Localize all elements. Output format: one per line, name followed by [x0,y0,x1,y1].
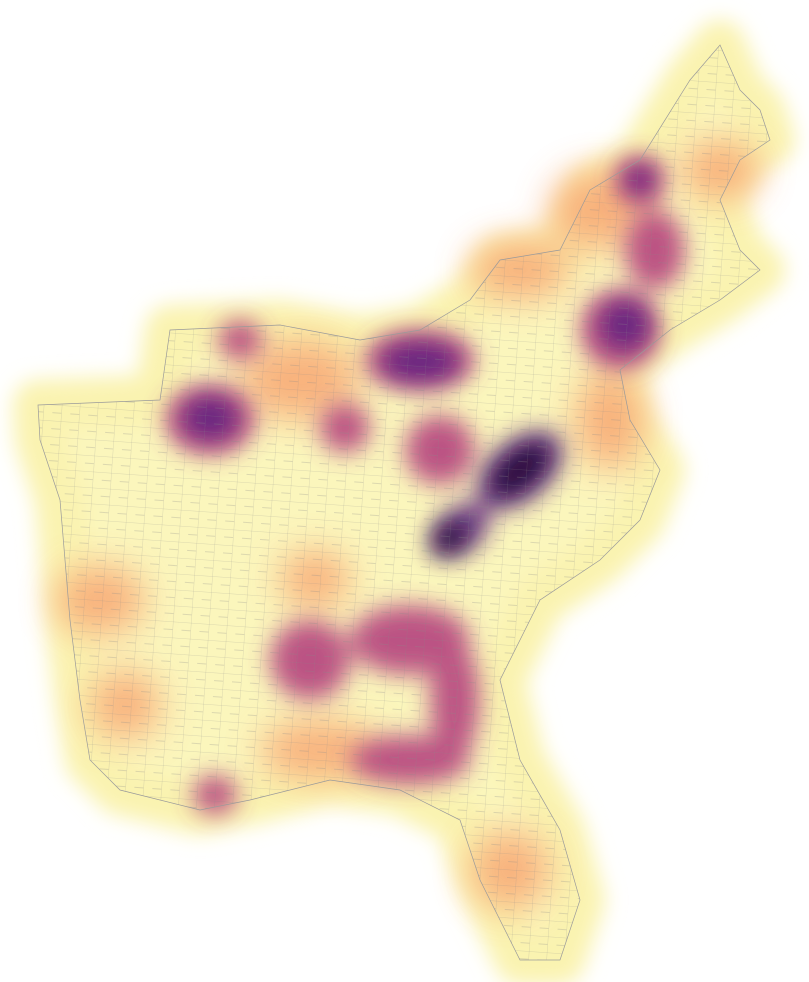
heat-map [0,0,809,982]
county-boundaries [38,45,770,960]
